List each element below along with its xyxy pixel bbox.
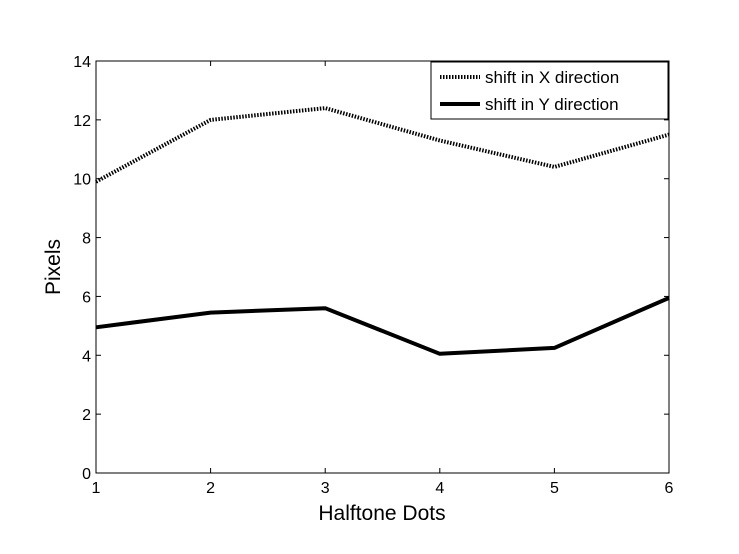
x-tick-label: 4: [435, 480, 444, 497]
y-tick-label: 6: [82, 289, 91, 306]
series-line-1: [95, 296, 670, 356]
legend-label-y-shift: shift in Y direction: [485, 95, 619, 114]
y-tick-label: 2: [82, 407, 91, 424]
x-tick-label: 6: [665, 480, 674, 497]
legend: shift in X direction shift in Y directio…: [430, 61, 669, 120]
y-tick-label: 4: [82, 348, 91, 365]
y-tick-label: 12: [73, 113, 91, 130]
legend-box: [430, 61, 669, 120]
plot-area: [95, 60, 670, 474]
x-tick-label: 3: [321, 480, 330, 497]
x-tick-label: 1: [92, 480, 101, 497]
y-tick-label: 8: [82, 231, 91, 248]
x-tick-label: 5: [550, 480, 559, 497]
y-tick-label: 14: [73, 54, 91, 71]
y-tick-label: 10: [73, 172, 91, 189]
legend-label-x-shift: shift in X direction: [485, 68, 619, 87]
x-tick-label: 2: [206, 480, 215, 497]
y-axis-title: Pixels: [42, 239, 65, 295]
y-tick-label: 0: [82, 466, 91, 483]
series-line-0: [95, 106, 670, 184]
series-layer: [95, 106, 670, 356]
x-axis-title: Halftone Dots: [318, 502, 445, 525]
